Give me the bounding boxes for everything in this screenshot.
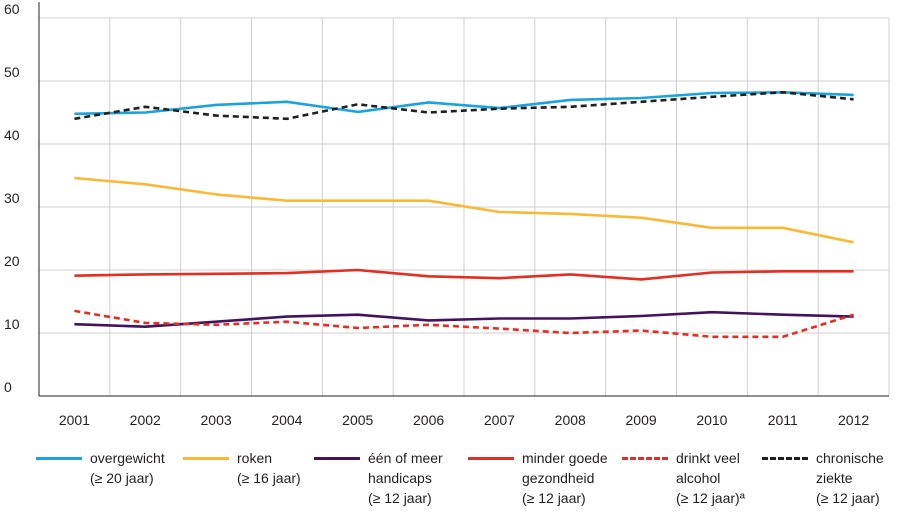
x-tick-label: 2003: [201, 412, 232, 428]
x-tick-label: 2010: [696, 412, 727, 428]
legend-swatch: [183, 457, 229, 460]
x-tick-label: 2008: [555, 412, 586, 428]
legend-label: minder goede gezondheid (≥ 12 jaar): [522, 450, 608, 506]
legend-swatch: [622, 457, 668, 460]
series-line-5: [74, 309, 854, 339]
legend: overgewicht (≥ 20 jaar) roken (≥ 16 jaar) éé…: [0, 448, 903, 512]
series-line-3: [74, 310, 854, 329]
y-tick-label: 40: [4, 127, 20, 143]
x-tick-label: 2006: [413, 412, 444, 428]
legend-label: één of meer handicaps (≥ 12 jaar): [368, 450, 443, 506]
legend-swatch: [762, 457, 808, 460]
x-tick-label: 2002: [130, 412, 161, 428]
y-tick-label: 60: [4, 1, 20, 17]
legend-swatch: [314, 457, 360, 460]
series-line-1: [74, 91, 854, 116]
line-chart: 0 10 20 30 40 50 60 2001 2002 2003 2004 2005 2006 200…: [4, 1, 890, 428]
y-tick-label: 50: [4, 64, 20, 80]
y-tick-label: 10: [4, 316, 20, 332]
series-line-4: [74, 268, 854, 281]
x-tick-label: 2005: [342, 412, 373, 428]
y-tick-label: 0: [4, 379, 12, 395]
x-tick-label: 2007: [484, 412, 515, 428]
y-tick-label: 30: [4, 190, 20, 206]
x-tick-label: 2012: [838, 412, 869, 428]
series-line-2: [74, 176, 854, 244]
series-lines: [74, 91, 854, 339]
axes: [38, 2, 889, 397]
legend-label: roken (≥ 16 jaar): [237, 450, 301, 486]
x-tick-label: 2001: [59, 412, 90, 428]
legend-label: overgewicht (≥ 20 jaar): [90, 450, 165, 486]
x-tick-label: 2004: [271, 412, 302, 428]
x-tick-label: 2009: [626, 412, 657, 428]
tick-labels: 0 10 20 30 40 50 60 2001 2002 2003 2004 2005 2006 200…: [4, 1, 869, 428]
legend-label: drinkt veel alcohol (≥ 12 jaar)ª: [676, 450, 745, 506]
legend-swatch: [36, 457, 82, 460]
y-tick-label: 20: [4, 253, 20, 269]
legend-label: chronische ziekte (≥ 12 jaar): [816, 450, 884, 506]
x-tick-label: 2011: [768, 412, 798, 428]
legend-swatch: [468, 457, 514, 460]
series-line-6: [74, 91, 854, 121]
